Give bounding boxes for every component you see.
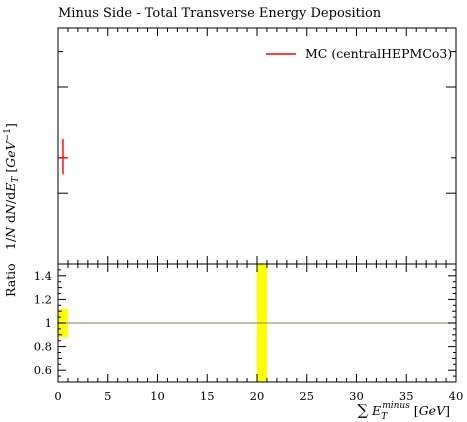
- legend-label-mc: MC (centralHEPMCo3): [305, 46, 452, 61]
- x-tick-label: 25: [299, 389, 314, 403]
- main-panel-frame: [57, 27, 457, 265]
- ratio-panel-y-ticks: 0.6 0.8 1 1.2 1.4: [34, 263, 456, 383]
- ratio-panel-x-ticks: 0 5 10 15 20 25 30 35 40: [54, 264, 463, 403]
- chart-title: Minus Side - Total Transverse Energy Dep…: [58, 6, 382, 21]
- ratio-y-tick-label: 1: [45, 316, 52, 330]
- ratio-y-tick-label: 0.6: [34, 363, 52, 377]
- x-tick-label: 0: [54, 389, 61, 403]
- ratio-y-tick-label: 1.2: [34, 292, 52, 306]
- main-panel-y-label: 1/N dN/dET [GeV−1]: [3, 123, 21, 250]
- legend: MC (centralHEPMCo3): [266, 46, 452, 61]
- ratio-panel-y-label: Ratio: [3, 263, 18, 297]
- main-panel-y-ticks: [58, 51, 456, 194]
- x-tick-label: 15: [200, 389, 215, 403]
- x-tick-label: 5: [104, 389, 111, 403]
- main-panel-x-ticks: [57, 28, 457, 264]
- x-axis-label: ∑ ETminus [GeV]: [357, 401, 450, 422]
- x-tick-label: 35: [399, 389, 414, 403]
- ratio-y-tick-label: 0.8: [34, 340, 52, 354]
- ratio-y-tick-label: 1.4: [34, 269, 52, 283]
- x-tick-label: 40: [449, 389, 464, 403]
- x-tick-label: 20: [250, 389, 265, 403]
- x-tick-label: 10: [150, 389, 165, 403]
- main-panel-series: [58, 138, 68, 175]
- x-tick-label: 30: [349, 389, 364, 403]
